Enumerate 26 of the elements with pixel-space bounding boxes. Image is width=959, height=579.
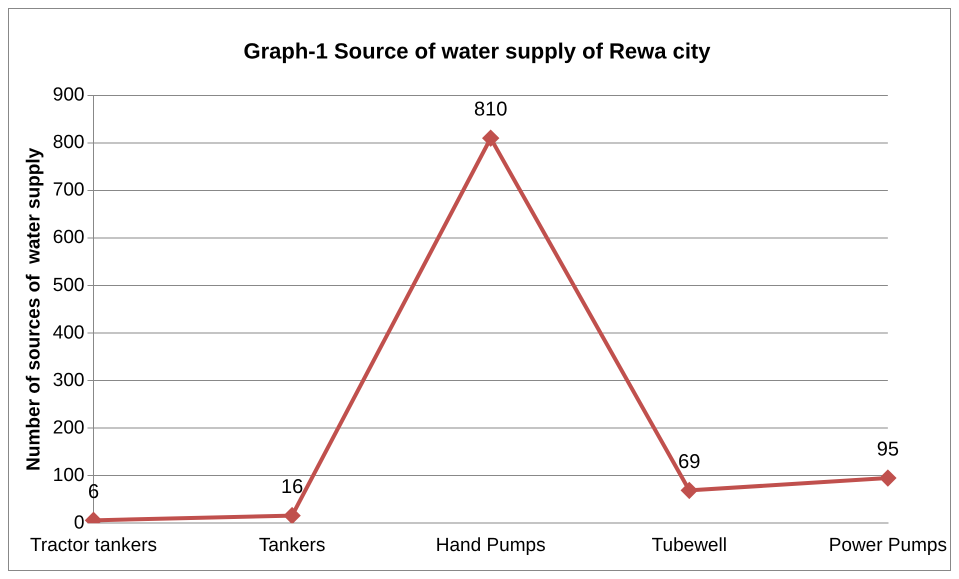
- y-tick-label: 700: [52, 180, 84, 201]
- y-tick-label: 900: [52, 84, 84, 106]
- y-axis-title: Number of sources of water supply: [24, 147, 45, 471]
- x-tick-label: Hand Pumps: [436, 534, 546, 556]
- y-tick-label: 600: [52, 227, 84, 248]
- x-tick-label: Power Pumps: [828, 534, 948, 556]
- data-label: 95: [876, 438, 899, 461]
- x-tick-label: Tankers: [258, 534, 326, 556]
- x-tick-label: Tubewell: [652, 534, 727, 556]
- y-tick-label: 500: [52, 274, 84, 296]
- chart-title: Graph-1 Source of water supply of Rewa city: [244, 38, 712, 64]
- y-tick-label: 300: [52, 370, 84, 391]
- data-label: 6: [88, 480, 100, 503]
- x-tick-label: Tractor tankers: [30, 534, 158, 556]
- y-tick-label: 0: [74, 512, 84, 534]
- point: [879, 470, 896, 487]
- point: [680, 482, 698, 499]
- data-label: 69: [678, 450, 700, 473]
- y-tick-label: 400: [52, 322, 84, 344]
- point: [482, 130, 500, 147]
- y-tick-label: 100: [52, 464, 84, 486]
- data-label: 810: [474, 98, 508, 121]
- y-tick-label: 800: [52, 132, 84, 154]
- point: [284, 507, 301, 524]
- y-tick-label: 200: [52, 417, 84, 438]
- data-label: 16: [280, 476, 304, 498]
